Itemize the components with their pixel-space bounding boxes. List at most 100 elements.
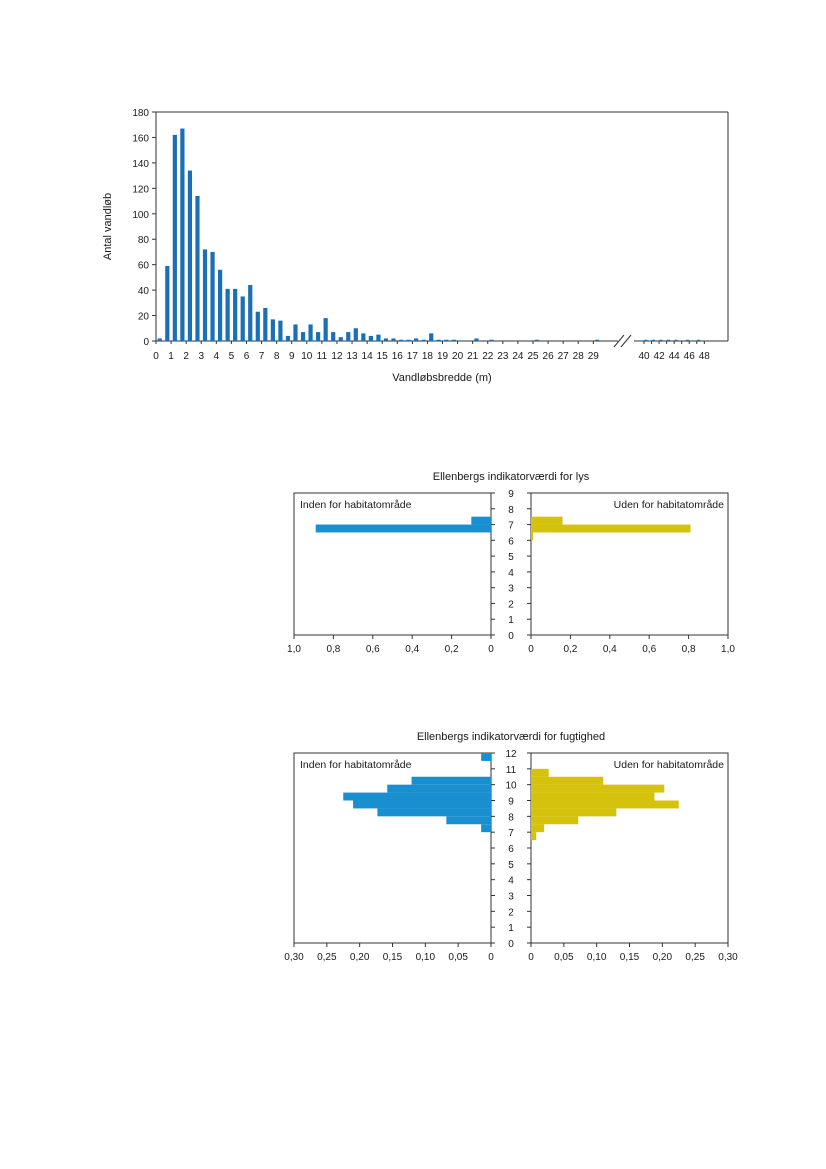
y-tick-label: 5 xyxy=(508,860,514,871)
x-tick-label: 20 xyxy=(452,351,464,362)
x-tick-label: 0 xyxy=(528,952,534,963)
histogram-bar xyxy=(187,170,193,341)
legend-inside: Inden for habitatområde xyxy=(300,499,412,511)
y-tick-label: 1 xyxy=(508,923,514,934)
y-tick-label: 6 xyxy=(508,844,514,855)
y-tick-label: 10 xyxy=(505,781,517,792)
axis-break-mark xyxy=(613,334,625,348)
y-tick-label: 3 xyxy=(508,892,514,903)
y-tick-label: 20 xyxy=(138,312,150,323)
x-tick-label: 10 xyxy=(301,351,313,362)
y-tick-label: 6 xyxy=(508,536,514,547)
x-tick-label: 6 xyxy=(244,351,250,362)
x-tick-label: 7 xyxy=(259,351,265,362)
histogram-bar xyxy=(331,332,336,341)
y-tick-label: 180 xyxy=(132,108,149,119)
x-tick-label: 5 xyxy=(229,351,235,362)
histogram-bar xyxy=(667,339,671,341)
histogram-bar xyxy=(300,332,306,341)
x-tick-label: 0,25 xyxy=(685,952,705,963)
x-tick-label: 24 xyxy=(512,351,524,362)
histogram-bar xyxy=(157,338,162,341)
histogram-bar xyxy=(421,339,426,341)
moisture-bar-inside xyxy=(343,792,491,801)
x-tick-label: 1,0 xyxy=(287,644,301,655)
x-tick-label: 14 xyxy=(362,351,374,362)
histogram-bar xyxy=(674,339,678,341)
histogram-bar xyxy=(225,288,230,341)
x-tick-label: 0,6 xyxy=(642,644,656,655)
light-chart: Ellenbergs indikatorværdi for lys 0 1 2 3 4 5 6… xyxy=(287,471,735,655)
x-tick-label: 0,2 xyxy=(445,644,459,655)
x-tick-label: 0,25 xyxy=(317,952,337,963)
x-tick-label: 42 xyxy=(654,351,666,362)
y-tick-label: 0 xyxy=(508,631,514,642)
histogram-bar xyxy=(316,332,321,341)
histogram-bar xyxy=(248,285,253,341)
x-axis-label: Vandløbsbredde (m) xyxy=(392,372,491,384)
histogram-bar xyxy=(451,339,456,341)
y-tick-label: 2 xyxy=(508,599,514,610)
histogram-bar xyxy=(644,339,648,341)
histogram-bar xyxy=(398,339,404,341)
x-tick-label: 0 xyxy=(488,644,494,655)
y-tick-label: 7 xyxy=(508,521,514,532)
moisture-bar-outside xyxy=(531,808,617,817)
x-tick-label: 23 xyxy=(497,351,509,362)
histogram-bar xyxy=(285,335,291,341)
y-tick-label: 5 xyxy=(508,552,514,563)
x-tick-label: 9 xyxy=(289,351,295,362)
y-tick-label: 3 xyxy=(508,584,514,595)
moisture-title: Ellenbergs indikatorværdi for fugtighed xyxy=(417,731,605,743)
x-tick-label: 0,4 xyxy=(603,644,617,655)
histogram-bar xyxy=(361,333,366,341)
x-tick-label: 19 xyxy=(437,351,449,362)
histogram-bar xyxy=(210,251,215,341)
x-tick-label: 0,30 xyxy=(284,952,304,963)
x-tick-label: 27 xyxy=(558,351,570,362)
y-tick-label: 8 xyxy=(508,505,514,516)
histogram-bar xyxy=(685,339,689,341)
x-tick-label: 22 xyxy=(482,351,494,362)
y-axis-label: Antal vandløb xyxy=(102,193,114,260)
y-tick-label: 80 xyxy=(138,235,150,246)
histogram-bar xyxy=(391,338,396,341)
legend-inside: Inden for habitatområde xyxy=(300,759,412,771)
histogram-bar xyxy=(697,339,701,341)
histogram-bar xyxy=(240,296,245,341)
y-tick-label: 2 xyxy=(508,907,514,918)
x-tick-label: 17 xyxy=(407,351,419,362)
x-tick-label: 12 xyxy=(331,351,343,362)
x-tick-label: 0,20 xyxy=(653,952,673,963)
moisture-bar-outside xyxy=(531,784,665,793)
histogram-bar xyxy=(270,319,275,341)
x-tick-label: 0 xyxy=(153,351,159,362)
x-tick-label: 46 xyxy=(684,351,696,362)
x-tick-label: 13 xyxy=(346,351,358,362)
histogram-bar xyxy=(376,334,381,341)
x-tick-label: 40 xyxy=(638,351,650,362)
x-tick-label: 11 xyxy=(317,351,328,362)
x-tick-label: 0 xyxy=(528,644,534,655)
histogram-bar xyxy=(293,324,298,341)
histogram-bar xyxy=(263,307,268,341)
light-bar-inside xyxy=(471,516,491,525)
y-tick-label: 9 xyxy=(508,797,514,808)
x-tick-label: 0,8 xyxy=(326,644,340,655)
histogram-bar xyxy=(414,338,419,341)
moisture-bar-outside xyxy=(531,792,655,801)
histogram-bar xyxy=(429,333,434,341)
y-tick-label: 4 xyxy=(508,876,514,887)
histogram-bar xyxy=(368,335,373,341)
light-title: Ellenbergs indikatorværdi for lys xyxy=(433,471,590,483)
x-tick-label: 0 xyxy=(488,952,494,963)
x-tick-label: 0,15 xyxy=(620,952,640,963)
x-tick-label: 25 xyxy=(527,351,539,362)
y-tick-label: 0 xyxy=(508,939,514,950)
x-tick-label: 0,6 xyxy=(366,644,380,655)
y-tick-label: 4 xyxy=(508,568,514,579)
y-tick-label: 0 xyxy=(143,337,149,348)
histogram-bar xyxy=(195,195,200,341)
x-tick-label: 26 xyxy=(543,351,555,362)
